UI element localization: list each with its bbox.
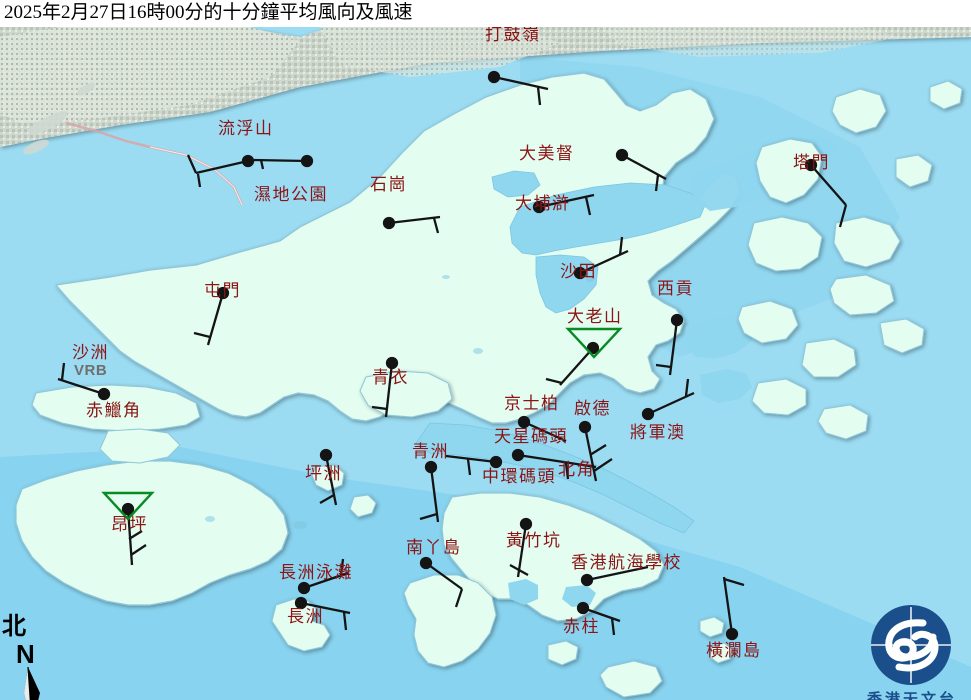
station-sublabel: VRB	[74, 362, 108, 379]
barb-tseung-kwan-o	[641, 378, 695, 421]
station-label: 啟德	[574, 399, 611, 418]
station-label: 西貢	[657, 279, 694, 298]
station-label: 塔門	[793, 153, 830, 172]
station-label: 青衣	[372, 368, 409, 387]
calm-markers	[101, 327, 623, 521]
station-label: 石崗	[370, 175, 407, 194]
station-label: 長洲泳灘	[279, 563, 353, 582]
barb-wetland-park	[253, 154, 314, 170]
barb-stanley	[576, 601, 621, 636]
station-label: 沙洲	[72, 343, 109, 362]
barb-kings-park	[517, 415, 567, 443]
compass-needle-icon	[24, 666, 40, 700]
station-label: 濕地公園	[254, 185, 328, 204]
hko-logo: 香港天文台 HONG KONG OBSERVATORY	[851, 605, 971, 700]
station-label: 打鼓嶺	[485, 27, 541, 44]
barb-cheung-chau-beach	[297, 558, 349, 595]
barb-sea-school	[580, 565, 649, 587]
barb-lamma-island	[419, 556, 464, 608]
wind-barbs-layer	[57, 70, 848, 641]
barb-shek-kong	[382, 215, 441, 234]
barb-tates-cairn	[545, 341, 600, 386]
station-label: 南丫島	[406, 538, 462, 557]
barb-sai-kung	[655, 313, 684, 376]
barb-tsing-yi	[371, 356, 399, 418]
barb-lau-fau-shan	[186, 154, 255, 188]
station-label: 赤鱲角	[86, 401, 142, 420]
station-label: 大老山	[567, 307, 623, 326]
station-label: 北角	[558, 460, 595, 479]
barb-wong-chuk-hang	[509, 517, 533, 578]
calm-marker-ngong-ping	[101, 491, 155, 521]
barb-green-island	[419, 460, 440, 523]
barb-chek-lap-kok	[57, 362, 111, 401]
station-label: 赤柱	[563, 617, 600, 636]
station-label: 長洲	[287, 607, 324, 626]
compass-label-en: N	[16, 639, 35, 669]
station-label: 中環碼頭	[482, 467, 556, 486]
barb-tai-po-kau	[532, 193, 595, 216]
barb-kai-tak	[578, 420, 613, 482]
compass-rose: 北 N	[2, 615, 66, 700]
barb-waglan-island	[722, 576, 745, 641]
station-label: 青洲	[412, 442, 449, 461]
compass-label-cn: 北	[2, 614, 26, 640]
barb-sha-tin	[573, 236, 629, 280]
station-label: 橫瀾島	[706, 641, 762, 660]
station-label: 天星碼頭	[494, 427, 568, 446]
hko-emblem-icon	[871, 605, 951, 685]
logo-name-cn: 香港天文台	[866, 692, 957, 700]
page-title: 2025年2月27日16時00分的十分鐘平均風向及風速	[4, 2, 413, 23]
station-label: 將軍澳	[630, 423, 686, 442]
barb-cheung-chau	[294, 596, 351, 631]
map-canvas: 打鼓嶺流浮山濕地公園 石崗 大美督 塔門大埔滸沙田西貢 屯門大老山沙洲 VRB 赤鱲角 青衣京…	[0, 27, 971, 700]
barb-tuen-mun	[193, 286, 230, 346]
barb-peng-chau	[319, 448, 338, 506]
station-label: 大埔滸	[515, 194, 571, 213]
calm-marker-tates-cairn	[565, 327, 623, 359]
barb-ta-kwu-ling	[487, 70, 549, 106]
barb-tai-mei-tuk	[615, 148, 667, 192]
station-label: 沙田	[560, 262, 597, 281]
station-label: 屯門	[204, 281, 241, 300]
station-label: 京士柏	[504, 394, 560, 413]
station-label: 香港航海學校	[571, 553, 682, 572]
barb-central-pier	[445, 454, 503, 476]
station-label: 大美督	[519, 144, 575, 163]
station-label: 黃竹坑	[506, 531, 562, 550]
barb-star-ferry	[511, 448, 597, 480]
station-label: 坪洲	[305, 464, 342, 483]
barb-tap-mun	[804, 158, 848, 228]
station-label: 流浮山	[218, 119, 274, 138]
station-label: 昂坪	[111, 515, 148, 534]
title-bar: 2025年2月27日16時00分的十分鐘平均風向及風速	[0, 0, 971, 27]
map-geometry	[0, 27, 971, 700]
